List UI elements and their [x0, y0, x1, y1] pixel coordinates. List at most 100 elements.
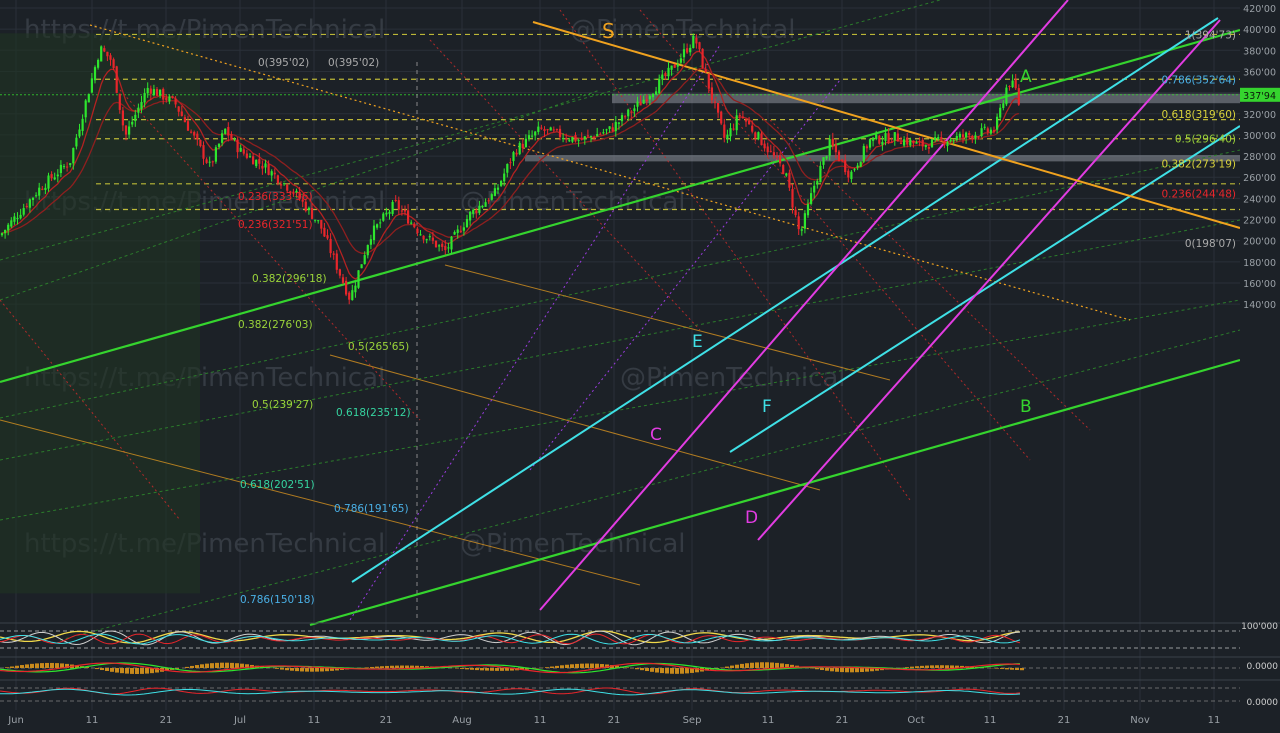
- candle-body: [751, 126, 753, 132]
- histogram-bar: [140, 668, 144, 674]
- candle-body: [633, 108, 635, 111]
- candle-body: [221, 133, 223, 142]
- candle-body: [274, 173, 276, 175]
- histogram-bar: [100, 668, 104, 670]
- time-axis-tick-label: Aug: [452, 715, 472, 726]
- candle-body: [912, 141, 914, 144]
- histogram-bar: [850, 668, 854, 672]
- candle-body: [919, 141, 921, 142]
- candle-body: [795, 210, 797, 215]
- histogram-bar: [455, 668, 459, 669]
- candle-body: [506, 164, 508, 173]
- candle-body: [754, 132, 756, 138]
- candle-body: [305, 202, 307, 211]
- candle-body: [286, 185, 288, 191]
- histogram-bar: [40, 663, 44, 668]
- candle-body: [559, 129, 561, 137]
- price-axis-tick-label: 300'00: [1243, 131, 1276, 142]
- time-axis-tick-label: 11: [984, 715, 997, 726]
- candle-body: [237, 140, 239, 153]
- candle-body: [410, 223, 412, 224]
- candle-body: [491, 194, 493, 200]
- candle-body: [686, 48, 688, 52]
- candle-body: [689, 48, 691, 52]
- candle-body: [72, 148, 74, 163]
- histogram-bar: [190, 666, 194, 668]
- candle-body: [47, 176, 49, 189]
- candle-body: [113, 59, 115, 68]
- candle-body: [150, 89, 152, 94]
- candle-body: [283, 183, 285, 184]
- candle-body: [66, 167, 68, 168]
- histogram-bar: [1015, 668, 1019, 670]
- price-axis-tick-label: 180'00: [1243, 258, 1276, 269]
- candle-body: [348, 293, 350, 300]
- candle-body: [733, 129, 735, 130]
- candle-body: [184, 117, 186, 122]
- candle-body: [612, 127, 614, 131]
- candle-body: [311, 208, 313, 219]
- histogram-bar: [735, 665, 739, 668]
- candle-body: [984, 127, 986, 128]
- candle-body: [543, 129, 545, 131]
- candle-body: [69, 163, 71, 165]
- candle-body: [807, 204, 809, 215]
- candle-body: [711, 87, 713, 100]
- candle-body: [404, 210, 406, 212]
- histogram-bar: [380, 666, 384, 668]
- candle-body: [444, 246, 446, 250]
- fib-label-right: 0.618(319'60): [1161, 109, 1236, 121]
- candle-body: [367, 245, 369, 255]
- histogram-bar: [835, 668, 839, 672]
- candle-body: [326, 235, 328, 238]
- candle-body: [522, 144, 524, 148]
- histogram-bar: [925, 666, 929, 668]
- histogram-bar: [580, 664, 584, 668]
- candle-body: [97, 60, 99, 68]
- candle-body: [643, 100, 645, 104]
- candle-body: [178, 106, 180, 111]
- price-axis-tick-label: 420'00: [1243, 4, 1276, 15]
- candle-body: [171, 96, 173, 97]
- channel-letter-label: C: [650, 425, 662, 445]
- candle-body: [525, 139, 527, 147]
- candle-body: [423, 236, 425, 240]
- candle-body: [159, 90, 161, 96]
- candle-body: [649, 96, 651, 99]
- fib-label-right: 0.786(352'64): [1161, 74, 1236, 86]
- candle-body: [106, 52, 108, 56]
- candle-body: [931, 139, 933, 147]
- histogram-bar: [25, 664, 29, 668]
- candle-body: [841, 160, 843, 161]
- candle-body: [469, 212, 471, 221]
- candle-body: [782, 165, 784, 174]
- candle-body: [280, 184, 282, 185]
- candle-body: [109, 55, 111, 60]
- candle-body: [497, 188, 499, 190]
- candle-body: [953, 140, 955, 141]
- candle-body: [13, 216, 15, 221]
- candle-body: [726, 135, 728, 139]
- candle-body: [227, 127, 229, 136]
- candle-body: [531, 136, 533, 137]
- time-axis-tick-label: 21: [608, 715, 621, 726]
- histogram-bar: [750, 663, 754, 668]
- histogram-bar: [195, 665, 199, 668]
- histogram-bar: [410, 666, 414, 668]
- histogram-bar: [625, 667, 629, 668]
- candle-body: [906, 137, 908, 144]
- candle-body: [785, 173, 787, 175]
- histogram-bar: [500, 668, 504, 671]
- fib-label-left: 0.382(276'03): [238, 319, 313, 331]
- candle-body: [447, 247, 449, 248]
- candle-body: [481, 206, 483, 207]
- histogram-bar: [845, 668, 849, 672]
- candle-body: [128, 126, 130, 134]
- candle-body: [26, 206, 28, 207]
- fib-label-left: 0.618(235'12): [336, 407, 411, 419]
- histogram-bar: [635, 668, 639, 669]
- histogram-bar: [825, 668, 829, 671]
- candle-body: [249, 156, 251, 157]
